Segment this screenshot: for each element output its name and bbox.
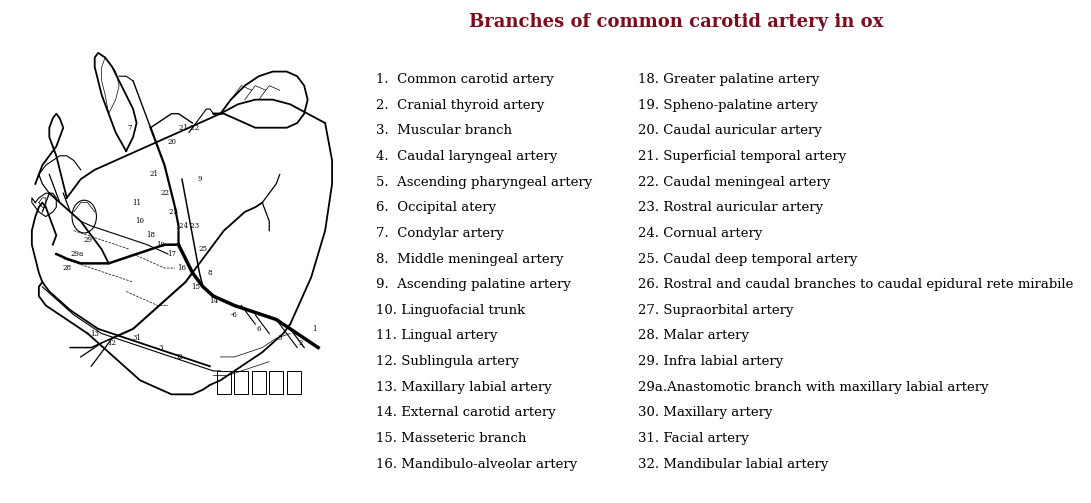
Text: 23: 23 [169, 208, 180, 216]
Text: 18. Greater palatine artery: 18. Greater palatine artery [638, 73, 819, 86]
Text: 15. Masseteric branch: 15. Masseteric branch [376, 432, 527, 445]
Text: 15: 15 [191, 283, 201, 291]
Text: 31: 31 [132, 334, 141, 342]
Text: 25: 25 [199, 245, 207, 254]
Text: 18: 18 [146, 231, 155, 239]
Text: 29a.Anastomotic branch with maxillary labial artery: 29a.Anastomotic branch with maxillary la… [638, 381, 988, 394]
Text: 21 22: 21 22 [179, 124, 199, 132]
Text: 8: 8 [207, 269, 212, 277]
Text: 29. Infra labial artery: 29. Infra labial artery [638, 355, 783, 368]
Text: 9: 9 [197, 175, 202, 183]
Text: 26. Rostral and caudal branches to caudal epidural rete mirabile: 26. Rostral and caudal branches to cauda… [638, 278, 1074, 291]
Bar [252, 371, 266, 394]
Text: 17: 17 [167, 250, 176, 258]
Text: 32. Mandibular labial artery: 32. Mandibular labial artery [638, 458, 828, 471]
Text: 12. Sublingula artery: 12. Sublingula artery [376, 355, 519, 368]
Text: 24. Cornual artery: 24. Cornual artery [638, 227, 763, 240]
Text: 2: 2 [299, 339, 303, 347]
Text: 13. Maxillary labial artery: 13. Maxillary labial artery [376, 381, 552, 394]
Text: 28: 28 [62, 264, 71, 272]
Text: 2.  Cranial thyroid artery: 2. Cranial thyroid artery [376, 99, 544, 112]
Bar [217, 371, 231, 394]
Text: 12: 12 [108, 339, 117, 347]
Text: 23. Rostral auricular artery: 23. Rostral auricular artery [638, 201, 824, 214]
Text: 19. Spheno-palatine artery: 19. Spheno-palatine artery [638, 99, 818, 112]
Text: -6: -6 [231, 311, 238, 319]
Text: 31. Facial artery: 31. Facial artery [638, 432, 750, 445]
Text: 11. Lingual artery: 11. Lingual artery [376, 329, 497, 343]
Text: 1.  Common carotid artery: 1. Common carotid artery [376, 73, 554, 86]
Text: 27. Supraorbital artery: 27. Supraorbital artery [638, 304, 794, 317]
Text: 24 23: 24 23 [179, 222, 199, 230]
Bar [235, 371, 249, 394]
Text: 9.  Ascending palatine artery: 9. Ascending palatine artery [376, 278, 572, 291]
Text: 4.  Caudal laryngeal artery: 4. Caudal laryngeal artery [376, 150, 558, 163]
Text: 25. Caudal deep temporal artery: 25. Caudal deep temporal artery [638, 253, 858, 266]
Text: 14. External carotid artery: 14. External carotid artery [376, 406, 556, 420]
Text: 16: 16 [178, 264, 187, 272]
Text: 29: 29 [83, 236, 93, 244]
Text: Branches of common carotid artery in ox: Branches of common carotid artery in ox [469, 13, 884, 31]
Text: 3: 3 [159, 344, 164, 352]
Text: 10: 10 [135, 217, 145, 225]
Text: 11: 11 [132, 199, 141, 207]
Text: 8.  Middle meningeal artery: 8. Middle meningeal artery [376, 253, 564, 266]
Text: 10. Linguofacial trunk: 10. Linguofacial trunk [376, 304, 526, 317]
Bar [269, 371, 284, 394]
Text: 5.  Ascending pharyngeal artery: 5. Ascending pharyngeal artery [376, 176, 592, 189]
Text: 13: 13 [91, 329, 99, 338]
Text: 28. Malar artery: 28. Malar artery [638, 329, 750, 343]
Text: 16. Mandibulo-alveolar artery: 16. Mandibulo-alveolar artery [376, 458, 577, 471]
Text: 19: 19 [156, 240, 166, 248]
Text: 22: 22 [160, 189, 169, 197]
Text: 7.  Condylar artery: 7. Condylar artery [376, 227, 504, 240]
Text: 29a: 29a [71, 250, 84, 258]
Text: 7: 7 [128, 124, 132, 132]
Text: 30. Maxillary artery: 30. Maxillary artery [638, 406, 772, 420]
Text: 32: 32 [175, 353, 183, 361]
Text: 1: 1 [312, 325, 316, 333]
Text: 21. Superficial temporal artery: 21. Superficial temporal artery [638, 150, 847, 163]
Text: 6: 6 [256, 325, 261, 333]
Text: 20. Caudal auricular artery: 20. Caudal auricular artery [638, 124, 823, 137]
Text: 3.  Muscular branch: 3. Muscular branch [376, 124, 513, 137]
Text: 3: 3 [277, 334, 281, 342]
Text: 21: 21 [149, 171, 158, 179]
Text: 22. Caudal meningeal artery: 22. Caudal meningeal artery [638, 176, 830, 189]
Bar [287, 371, 301, 394]
Text: 20: 20 [167, 138, 176, 146]
Text: 6.  Occipital atery: 6. Occipital atery [376, 201, 496, 214]
Text: 14: 14 [208, 297, 218, 305]
